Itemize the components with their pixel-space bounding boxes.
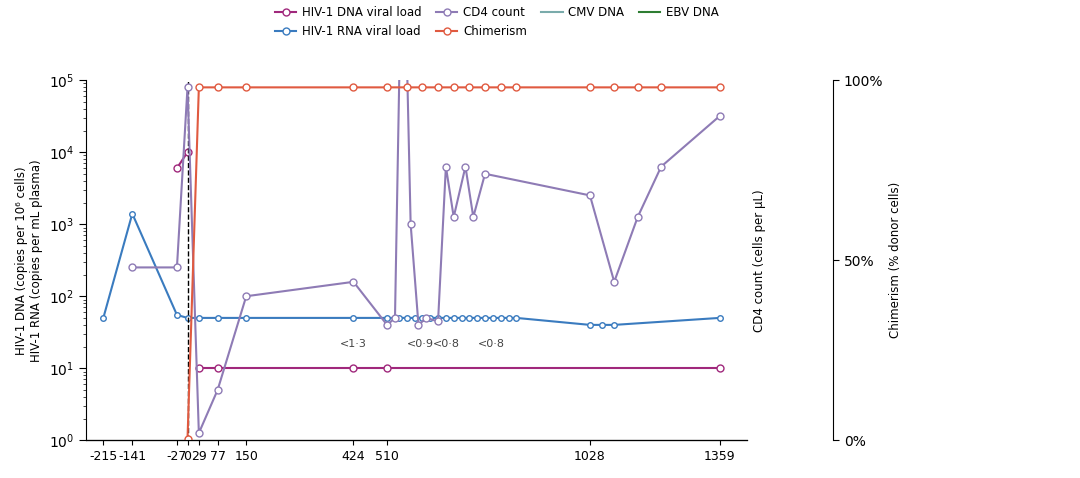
- Y-axis label: HIV-1 DNA (copies per 10⁶ cells)
HIV-1 RNA (copies per mL plasma): HIV-1 DNA (copies per 10⁶ cells) HIV-1 R…: [15, 159, 43, 361]
- Y-axis label: Chimerism (% donor cells): Chimerism (% donor cells): [889, 182, 902, 338]
- Text: <1·3: <1·3: [340, 338, 367, 348]
- Legend: HIV-1 DNA viral load, HIV-1 RNA viral load, CD4 count, Chimerism, CMV DNA, EBV D: HIV-1 DNA viral load, HIV-1 RNA viral lo…: [270, 1, 724, 43]
- Text: <0·8: <0·8: [432, 338, 459, 348]
- Y-axis label: CD4 count (cells per μL): CD4 count (cells per μL): [753, 189, 766, 332]
- Text: <0·8: <0·8: [477, 338, 504, 348]
- Text: <0·9: <0·9: [407, 338, 434, 348]
